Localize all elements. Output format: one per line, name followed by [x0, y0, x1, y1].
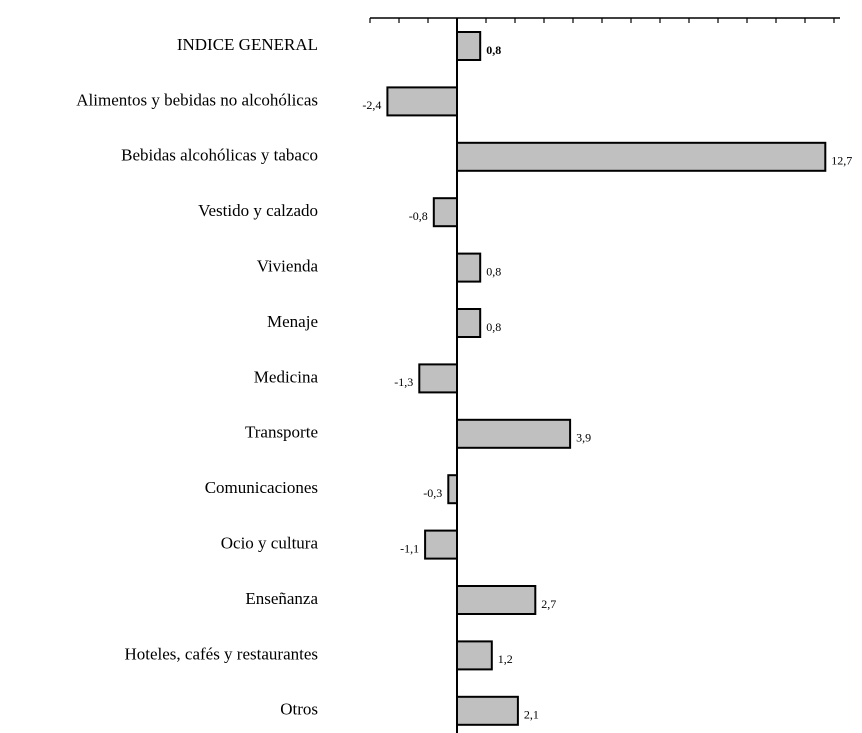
bar: [456, 252, 482, 283]
bar: [456, 585, 537, 615]
bar: [456, 695, 519, 726]
bar: [456, 418, 572, 449]
category-label: Menaje: [267, 312, 318, 331]
bar: [456, 31, 482, 61]
category-label: Bebidas alcohólicas y tabaco: [121, 146, 318, 165]
category-label: Hoteles, cafés y restaurantes: [124, 644, 318, 663]
bar: [418, 363, 458, 394]
value-label: 2,1: [524, 708, 539, 722]
category-label: Vestido y calzado: [198, 201, 318, 220]
bar: [456, 141, 827, 172]
category-label: Medicina: [254, 367, 319, 386]
bar: [456, 308, 482, 338]
value-label: -2,4: [362, 98, 381, 112]
category-label: Comunicaciones: [205, 478, 318, 497]
value-label: 12,7: [831, 154, 852, 168]
category-label: Otros: [280, 700, 318, 719]
value-label: -0,3: [423, 486, 442, 500]
value-label: -0,8: [409, 209, 428, 223]
bar: [447, 474, 458, 505]
bar: [432, 197, 458, 228]
value-label: 3,9: [576, 431, 591, 445]
bar: [456, 640, 493, 671]
category-label: Alimentos y bebidas no alcohólicas: [76, 90, 318, 109]
value-label: 0,8: [486, 320, 501, 334]
value-label: -1,3: [394, 375, 413, 389]
bar: [424, 529, 459, 560]
category-label: Ocio y cultura: [221, 534, 319, 553]
category-label: Transporte: [245, 423, 318, 442]
value-label: 0,8: [486, 43, 501, 57]
bar: [386, 86, 458, 117]
category-label: Vivienda: [257, 257, 319, 276]
value-label: -1,1: [400, 541, 419, 555]
category-label: INDICE GENERAL: [177, 35, 318, 54]
value-label: 2,7: [541, 597, 556, 611]
value-label: 1,2: [498, 652, 513, 666]
value-label: 0,8: [486, 264, 501, 278]
category-label: Enseñanza: [245, 589, 318, 608]
